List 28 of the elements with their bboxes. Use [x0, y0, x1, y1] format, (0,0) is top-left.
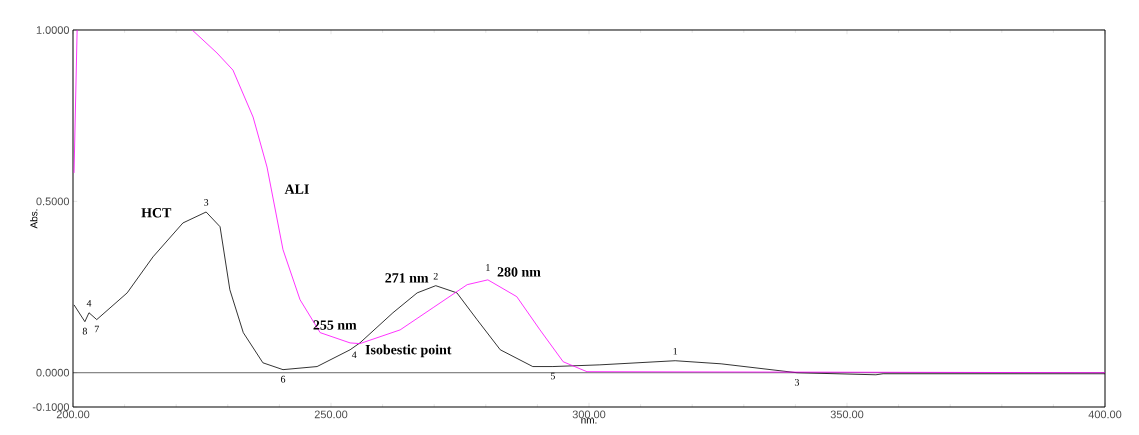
annotation: 3 — [794, 378, 800, 386]
annotation: 5 — [550, 372, 555, 380]
y-tick-label: 0.5000 — [36, 197, 70, 206]
annotation: 280 nm — [497, 267, 541, 277]
y-tick-label: -0.1000 — [32, 403, 70, 411]
x-tick-label: 300.00 — [572, 410, 606, 419]
annotation: 1 — [486, 264, 490, 271]
y-axis-title: Abs. — [30, 209, 38, 229]
x-tick-label: 200.00 — [56, 410, 90, 419]
annotation: Isobestic point — [365, 344, 452, 358]
annotation: 255 nm — [313, 320, 357, 330]
series-label: ALI — [284, 184, 309, 194]
annotation: 4 — [86, 299, 92, 307]
annotation: 8 — [82, 327, 87, 335]
series-label: HCT — [141, 208, 172, 218]
annotation: 7 — [94, 325, 99, 333]
annotation: 4 — [351, 351, 357, 359]
annotation: 271 nm — [385, 273, 429, 283]
annotation: 1 — [673, 347, 678, 355]
x-tick-label: 350.00 — [830, 410, 864, 419]
annotation: 2 — [433, 272, 438, 280]
annotation: 3 — [204, 199, 209, 206]
annotation: 6 — [280, 375, 286, 383]
x-axis-title: nm. — [581, 418, 597, 424]
y-tick-label: 0.0000 — [36, 368, 70, 377]
x-tick-label: 250.00 — [314, 410, 348, 419]
x-tick-label: 400.00 — [1088, 410, 1122, 419]
y-tick-label: 1.0000 — [36, 26, 70, 34]
